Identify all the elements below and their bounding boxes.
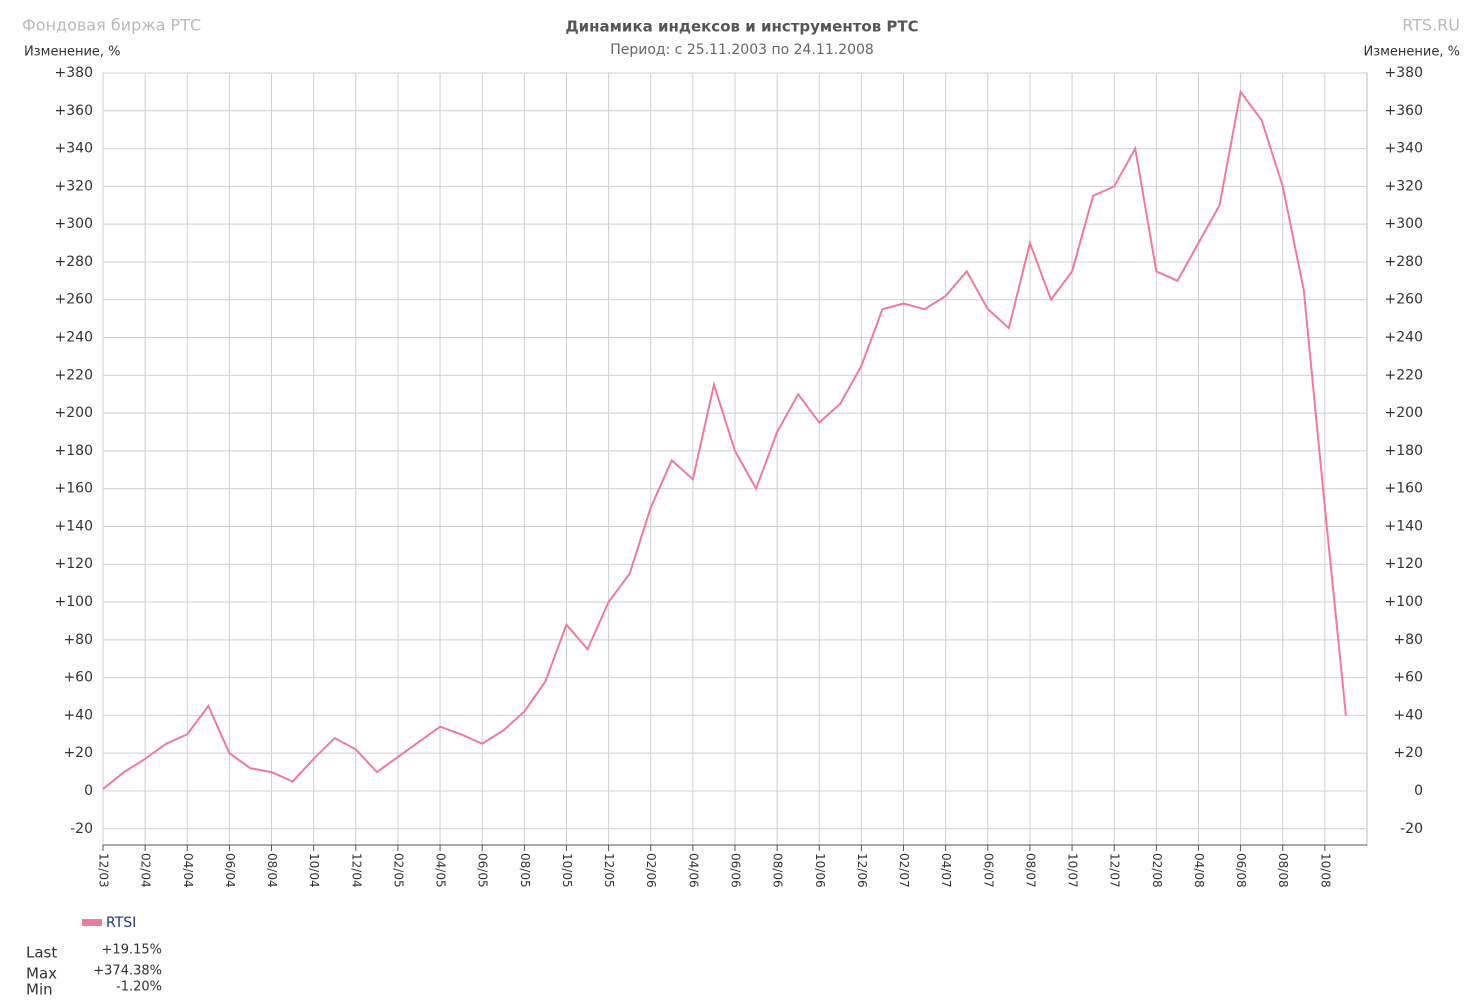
x-tick-label: 02/04 xyxy=(139,853,153,888)
legend-swatch xyxy=(82,919,102,926)
x-tick-label: 06/06 xyxy=(729,853,743,888)
x-tick-label: 04/05 xyxy=(434,853,448,888)
x-tick-label: 12/07 xyxy=(1108,853,1122,888)
y-tick-label: +100 xyxy=(55,594,93,610)
x-tick-label: 10/08 xyxy=(1318,853,1332,888)
x-tick-label: 12/06 xyxy=(855,853,869,888)
x-tick-label: 08/06 xyxy=(771,853,785,888)
x-tick-label: 06/04 xyxy=(223,853,237,888)
y2-axis-label: Изменение, % xyxy=(1363,45,1460,60)
y-tick-label: +240 xyxy=(55,330,93,346)
series-line xyxy=(102,89,1347,790)
y-tick-label: +120 xyxy=(55,556,93,572)
y2-tick-label: +140 xyxy=(1385,518,1423,534)
y2-tick-label: +300 xyxy=(1385,216,1423,232)
x-tick-label: 06/08 xyxy=(1234,853,1248,888)
legend-label: RTSI xyxy=(106,915,136,931)
x-tick-label: 12/05 xyxy=(602,853,616,888)
y2-tick-label: 0 xyxy=(1414,783,1423,799)
x-tick-label: 02/05 xyxy=(391,853,405,888)
stat-value: +374.38% xyxy=(93,964,162,979)
chart-title: Динамика индексов и инструментов РТС xyxy=(565,18,918,36)
y-tick-label: +80 xyxy=(63,632,93,648)
stat-label: Min xyxy=(26,981,53,999)
x-tick-label: 04/04 xyxy=(181,853,195,888)
y-tick-label: +60 xyxy=(63,670,93,686)
y2-tick-label: +240 xyxy=(1385,330,1423,346)
y-tick-label: +200 xyxy=(55,405,93,421)
y2-tick-label: +40 xyxy=(1393,707,1423,723)
x-tick-label: 10/06 xyxy=(813,853,827,888)
x-tick-label: 02/07 xyxy=(897,853,911,888)
stat-label: Max xyxy=(26,965,57,983)
y2-tick-label: +380 xyxy=(1385,65,1423,81)
y-tick-label: +340 xyxy=(55,141,93,157)
y-tick-label: +360 xyxy=(55,103,93,119)
x-tick-label: 08/04 xyxy=(265,853,279,888)
x-tick-label: 04/08 xyxy=(1192,853,1206,888)
x-tick-label: 08/05 xyxy=(518,853,532,888)
y-tick-label: 0 xyxy=(84,783,93,799)
y2-tick-label: +20 xyxy=(1393,745,1423,761)
stat-value: -1.20% xyxy=(116,980,162,995)
y2-tick-label: +340 xyxy=(1385,141,1423,157)
y2-tick-label: +360 xyxy=(1385,103,1423,119)
y-tick-label: +380 xyxy=(55,65,93,81)
y-tick-label: +20 xyxy=(63,745,93,761)
x-tick-label: 04/06 xyxy=(686,853,700,888)
x-tick-label: 10/05 xyxy=(560,853,574,888)
y2-tick-label: -20 xyxy=(1400,821,1423,837)
y-tick-label: +320 xyxy=(55,178,93,194)
stat-label: Last xyxy=(26,944,57,962)
y-tick-label: +160 xyxy=(55,481,93,497)
x-tick-label: 12/03 xyxy=(97,853,111,888)
y-tick-label: +140 xyxy=(55,518,93,534)
y2-tick-label: +260 xyxy=(1385,292,1423,308)
x-tick-label: 02/08 xyxy=(1150,853,1164,888)
y2-tick-label: +60 xyxy=(1393,670,1423,686)
source: RTS.RU xyxy=(1402,16,1460,35)
x-tick-label: 06/05 xyxy=(476,853,490,888)
x-tick-label: 04/07 xyxy=(939,853,953,888)
y2-tick-label: +80 xyxy=(1393,632,1423,648)
x-tick-label: 10/04 xyxy=(307,853,321,888)
x-tick-label: 06/07 xyxy=(981,853,995,888)
stat-value: +19.15% xyxy=(102,943,162,958)
y-tick-label: +300 xyxy=(55,216,93,232)
y-tick-label: +280 xyxy=(55,254,93,270)
y2-tick-label: +160 xyxy=(1385,481,1423,497)
y-tick-label: +40 xyxy=(63,707,93,723)
y2-tick-label: +280 xyxy=(1385,254,1423,270)
x-tick-label: 10/07 xyxy=(1066,853,1080,888)
y-tick-label: -20 xyxy=(70,821,93,837)
y-tick-label: +260 xyxy=(55,292,93,308)
y-axis-label: Изменение, % xyxy=(24,45,121,60)
x-tick-label: 08/08 xyxy=(1276,853,1290,888)
y2-tick-label: +220 xyxy=(1385,367,1423,383)
x-tick-label: 12/04 xyxy=(349,853,363,888)
y2-tick-label: +120 xyxy=(1385,556,1423,572)
y2-tick-label: +100 xyxy=(1385,594,1423,610)
y2-tick-label: +320 xyxy=(1385,178,1423,194)
site-name: Фондовая биржа РТС xyxy=(22,16,201,35)
y2-tick-label: +180 xyxy=(1385,443,1423,459)
chart-subtitle: Период: с 25.11.2003 по 24.11.2008 xyxy=(610,42,874,58)
y-tick-label: +220 xyxy=(55,367,93,383)
y2-tick-label: +200 xyxy=(1385,405,1423,421)
x-tick-label: 08/07 xyxy=(1023,853,1037,888)
y-tick-label: +180 xyxy=(55,443,93,459)
x-tick-label: 02/06 xyxy=(644,853,658,888)
